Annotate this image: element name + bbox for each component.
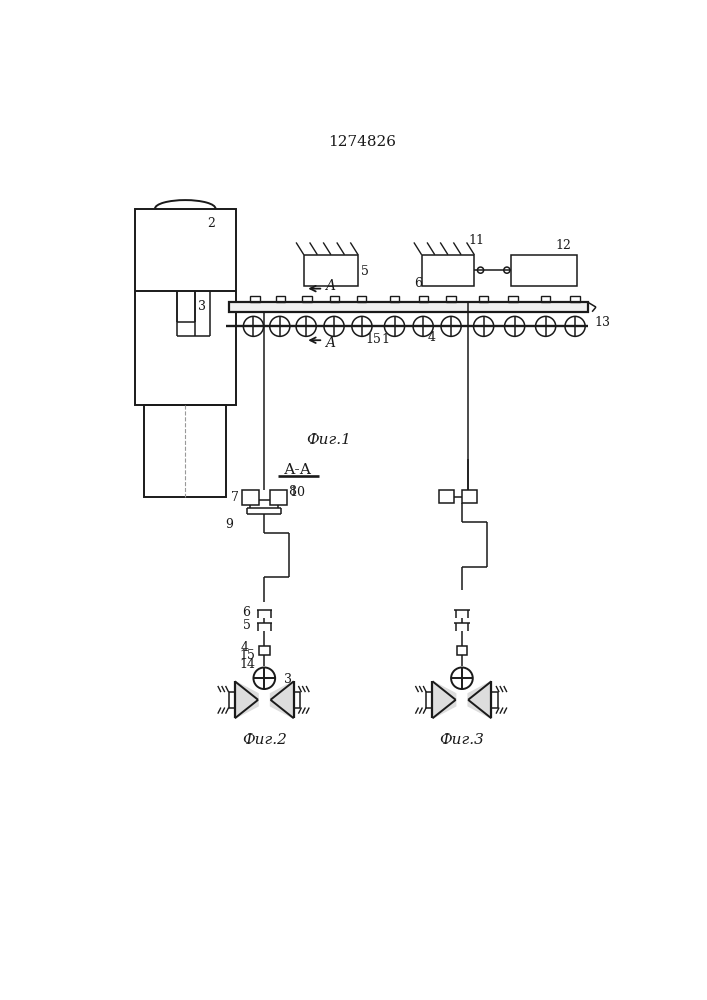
Bar <box>479 296 489 302</box>
Bar <box>259 646 270 655</box>
Bar <box>571 296 580 302</box>
Text: 12: 12 <box>555 239 571 252</box>
Text: 1274826: 1274826 <box>328 135 396 149</box>
Text: Фиг.3: Фиг.3 <box>440 733 484 747</box>
Text: Фиг.2: Фиг.2 <box>242 733 287 747</box>
Text: 6: 6 <box>243 606 250 619</box>
Bar <box>303 296 312 302</box>
Polygon shape <box>433 681 456 718</box>
Bar <box>228 692 235 708</box>
Bar <box>356 296 366 302</box>
Bar <box>230 302 588 312</box>
Text: 11: 11 <box>468 234 484 247</box>
Bar <box>426 692 433 708</box>
Text: 10: 10 <box>290 486 306 499</box>
Bar <box>541 296 550 302</box>
Bar <box>330 296 339 302</box>
Text: 9: 9 <box>225 518 233 531</box>
Bar <box>438 490 454 503</box>
Bar <box>421 255 474 286</box>
Text: 13: 13 <box>595 316 610 329</box>
Bar <box>242 490 259 505</box>
Text: 14: 14 <box>240 658 255 671</box>
Bar <box>270 490 287 505</box>
Text: 3: 3 <box>198 300 206 313</box>
Bar <box>135 209 235 405</box>
Text: Фиг.1: Фиг.1 <box>306 433 351 447</box>
Bar <box>510 255 577 286</box>
Bar <box>508 296 518 302</box>
Text: 4: 4 <box>428 331 436 344</box>
Bar <box>491 692 498 708</box>
Text: 7: 7 <box>231 491 239 504</box>
Text: 1: 1 <box>381 333 390 346</box>
Text: 5: 5 <box>243 619 250 632</box>
Bar <box>390 296 399 302</box>
Bar <box>276 296 285 302</box>
Bar <box>144 405 226 497</box>
Text: 8: 8 <box>288 485 296 498</box>
Text: 15: 15 <box>240 649 255 662</box>
Text: 2: 2 <box>207 217 216 230</box>
Bar <box>293 692 300 708</box>
Bar <box>446 296 456 302</box>
Polygon shape <box>235 681 258 718</box>
Text: 15: 15 <box>366 333 382 346</box>
Text: A: A <box>325 336 336 350</box>
Bar <box>304 255 358 286</box>
Bar <box>419 296 428 302</box>
Bar <box>457 646 467 655</box>
Text: A: A <box>325 279 336 293</box>
Polygon shape <box>271 681 293 718</box>
Text: А-А: А-А <box>284 463 312 477</box>
Text: 6: 6 <box>414 277 422 290</box>
Text: 5: 5 <box>361 265 369 278</box>
Polygon shape <box>468 681 491 718</box>
Text: 4: 4 <box>241 641 249 654</box>
Bar <box>462 490 477 503</box>
Text: 3: 3 <box>284 673 293 686</box>
Bar <box>250 296 259 302</box>
